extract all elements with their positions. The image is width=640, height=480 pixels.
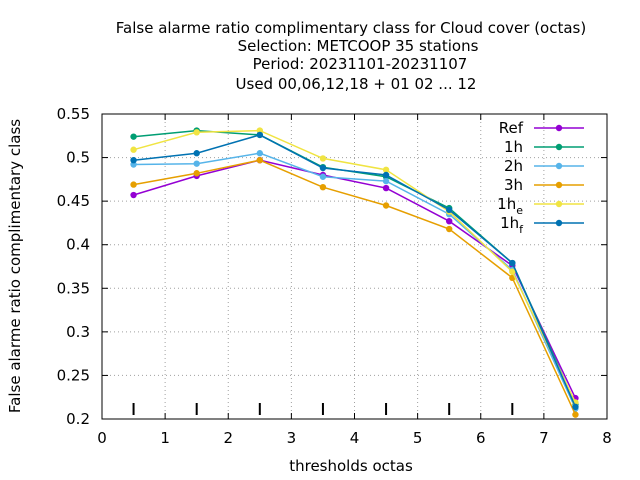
data-point [319,173,327,180]
chart-title: False alarme ratio complimentary class f… [116,19,586,93]
series-line [133,134,577,408]
data-point [382,166,390,173]
y-tick-label: 0.3 [66,323,90,341]
y-tick-label: 0.4 [66,236,90,254]
title-line-3: Period: 20231101-20231107 [253,55,468,73]
data-point [256,150,264,157]
title-line-4: Used 00,06,12,18 + 01 02 ... 12 [236,75,477,93]
x-tick-label: 6 [476,429,486,447]
data-point [193,150,200,157]
x-tick-label: 1 [160,429,170,447]
data-point [509,268,516,275]
series-3 [130,156,579,418]
legend-marker [555,124,563,132]
legend-label: 1hf [500,214,524,236]
data-point [256,131,264,139]
data-point [193,160,200,167]
x-tick-label: 5 [413,429,423,447]
y-axis-label: False alarme ratio complimentary class [6,119,24,413]
legend-marker [555,162,563,170]
legend-label: 3h [504,176,523,194]
data-point [130,156,137,164]
title-line-2: Selection: METCOOP 35 stations [238,37,479,55]
x-tick-label: 0 [97,429,107,447]
data-point [193,170,200,177]
series-line [133,159,577,415]
data-point [509,259,516,267]
data-point [572,403,579,410]
data-point [319,164,327,172]
legend-label: 1h [504,138,523,156]
axis-ticks: 0 1 2 3 4 5 6 7 8 0.2 0.25 0.3 0.35 0.4 0.45 0.5 0.55 [57,105,612,447]
data-point [382,202,390,209]
y-tick-label: 0.2 [66,410,90,428]
data-point [130,181,137,188]
data-point [256,156,264,164]
y-tick-label: 0.25 [57,366,90,384]
data-point [319,155,327,162]
x-tick-label: 7 [539,429,549,447]
series-line [133,129,577,403]
data-point [572,411,579,418]
x-tick-label: 8 [602,429,612,447]
x-tick-label: 3 [287,429,297,447]
data-point [319,184,327,191]
legend-entry: 2h [504,157,584,175]
legend-marker [555,219,563,227]
title-line-1: False alarme ratio complimentary class f… [116,19,586,37]
data-point [382,177,390,185]
y-tick-label: 0.45 [57,192,90,210]
data-point [130,133,137,140]
legend-label: 1he [497,195,523,217]
y-tick-label: 0.5 [66,149,90,167]
legend-entry: 3h [504,176,584,194]
grid [102,114,607,419]
x-tick-label: 2 [223,429,233,447]
legend-entry: Ref [499,119,584,137]
legend-entry: 1hf [500,214,584,236]
data-point [130,191,137,199]
y-tick-label: 0.55 [57,105,90,123]
series-line [133,159,577,399]
legend-marker [555,143,563,151]
data-point [445,217,453,225]
threshold-markers [132,403,577,415]
legend-marker [555,181,563,189]
data-point [382,184,390,192]
x-tick-label: 4 [350,429,360,447]
data-point [193,129,200,136]
data-point [130,146,137,153]
data-point [445,206,453,214]
legend-marker [555,200,563,208]
series-lines [130,127,579,418]
x-axis-label: thresholds octas [289,457,413,475]
legend-label: 2h [504,157,523,175]
data-point [382,171,390,179]
y-tick-label: 0.35 [57,279,90,297]
series-5 [130,131,579,410]
legend-label: Ref [499,119,524,137]
data-point [445,225,453,233]
legend-entry: 1he [497,195,584,217]
legend-entry: 1h [504,138,584,156]
